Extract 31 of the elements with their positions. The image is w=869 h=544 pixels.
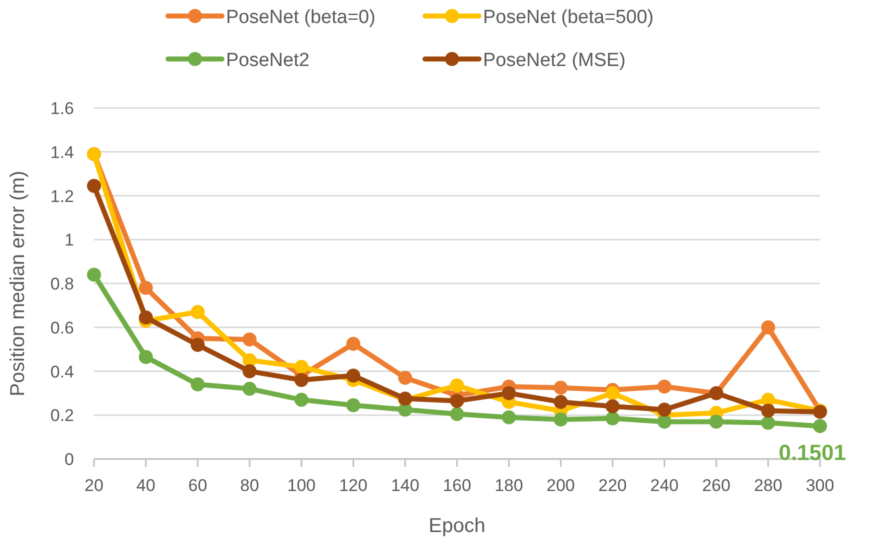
x-tick-label: 260 bbox=[702, 476, 730, 495]
y-tick-label: 1 bbox=[64, 230, 74, 250]
x-tick-label: 80 bbox=[240, 476, 260, 495]
x-tick-label: 60 bbox=[188, 476, 208, 495]
y-tick-label: 1.4 bbox=[50, 142, 74, 162]
x-tick-label: 200 bbox=[546, 476, 575, 495]
x-tick-label: 300 bbox=[806, 476, 834, 495]
annotation: 0.1501 bbox=[778, 440, 846, 466]
x-tick-label: 160 bbox=[442, 476, 472, 495]
y-tick-label: 0.8 bbox=[50, 274, 74, 294]
y-tick-label: 0 bbox=[64, 450, 74, 469]
legend-label: PoseNet (beta=0) bbox=[226, 7, 376, 28]
legend-label: PoseNet2 bbox=[226, 50, 310, 71]
x-tick-label: 40 bbox=[136, 476, 156, 495]
legend-label: PoseNet (beta=500) bbox=[483, 7, 654, 28]
x-tick-label: 140 bbox=[390, 476, 420, 495]
x-tick-label: 280 bbox=[754, 476, 782, 495]
x-tick-label: 120 bbox=[339, 476, 368, 495]
y-tick-label: 0.4 bbox=[50, 362, 74, 382]
y-tick-label: 1.6 bbox=[50, 99, 74, 118]
x-tick-label: 180 bbox=[494, 476, 524, 495]
x-tick-label: 100 bbox=[287, 476, 316, 495]
y-tick-label: 0.6 bbox=[50, 318, 74, 338]
legend-label: PoseNet2 (MSE) bbox=[483, 50, 626, 71]
x-tick-label: 20 bbox=[84, 476, 104, 495]
y-tick-label: 1.2 bbox=[50, 186, 74, 206]
x-axis-title: Epoch bbox=[428, 515, 486, 537]
x-tick-label: 220 bbox=[598, 476, 627, 495]
y-axis-title: Position median error (m) bbox=[7, 170, 29, 396]
y-tick-label: 0.2 bbox=[50, 406, 74, 426]
x-tick-label: 240 bbox=[650, 476, 679, 495]
